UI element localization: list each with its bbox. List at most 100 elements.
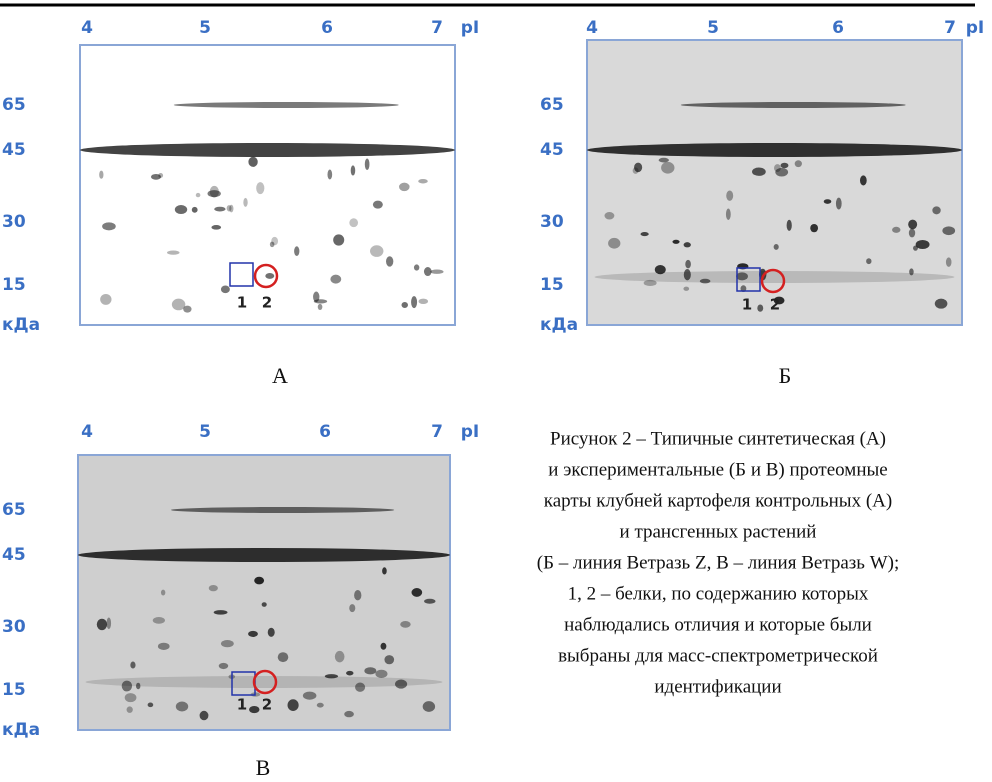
spot (126, 706, 133, 713)
spot (271, 236, 279, 246)
spot (726, 190, 734, 201)
spot (835, 197, 842, 210)
caption-line: наблюдались отличия и которые были (564, 614, 872, 635)
spot (364, 667, 377, 675)
spot (736, 272, 748, 281)
spot (382, 567, 387, 575)
x-axis-label: 6 (832, 18, 844, 38)
spot (157, 642, 170, 650)
y-axis-label: 65 (2, 500, 26, 520)
spot (229, 204, 234, 213)
spot (683, 269, 691, 281)
caption-line: выбраны для масс-спектрометрической (558, 645, 878, 666)
spot (699, 278, 711, 284)
spot (773, 243, 779, 250)
spot (866, 258, 872, 265)
spot (418, 179, 428, 184)
caption-line: идентификации (654, 676, 781, 697)
band (85, 676, 443, 688)
spot (220, 640, 234, 648)
spot-box (229, 262, 254, 287)
spot (859, 175, 867, 186)
spot (100, 293, 112, 305)
x-axis-label: 7 (944, 18, 956, 38)
spot (171, 298, 186, 311)
y-axis-unit: кДа (2, 315, 40, 335)
spot (175, 701, 189, 712)
caption-line: 1, 2 – белки, по содержанию которых (568, 583, 869, 604)
spot (249, 706, 260, 714)
spot (96, 618, 108, 631)
y-axis-label: 45 (2, 140, 26, 160)
band (680, 102, 906, 108)
spot (355, 682, 366, 692)
gel-image (79, 44, 456, 326)
spot (350, 165, 356, 176)
panel-letter: В (256, 755, 271, 780)
gel-panel (77, 454, 451, 731)
spot (147, 702, 154, 708)
panel-letter: А (272, 363, 288, 388)
spot (334, 650, 345, 663)
spot (654, 264, 666, 275)
spot (248, 630, 258, 637)
y-axis-label: 15 (2, 275, 26, 295)
spot (195, 192, 201, 198)
spot (683, 242, 691, 248)
spot (794, 160, 802, 168)
spot (191, 206, 198, 213)
spot (333, 234, 345, 246)
spot (752, 167, 766, 176)
spot (130, 661, 136, 669)
spot (757, 304, 764, 312)
spot (354, 589, 362, 601)
spot (634, 162, 643, 173)
y-axis-label: 65 (540, 95, 564, 115)
spot (313, 299, 328, 304)
x-axis-label: 6 (319, 422, 331, 442)
spot (136, 682, 141, 690)
spot (349, 218, 359, 228)
x-axis-label: 6 (321, 18, 333, 38)
spot (892, 226, 901, 233)
spot (218, 662, 229, 670)
spot (411, 588, 423, 597)
band (80, 143, 455, 157)
caption-line: и трансгенных растений (620, 521, 817, 542)
spot-label: 1 (237, 696, 247, 714)
spot (422, 701, 436, 712)
y-axis-unit: кДа (540, 315, 578, 335)
x-axis-label: 5 (707, 18, 719, 38)
spot-circle (253, 263, 279, 289)
spot-label: 2 (262, 294, 272, 312)
y-axis-label: 15 (540, 275, 564, 295)
spot-label: 1 (237, 294, 247, 312)
spot (208, 584, 218, 592)
y-axis-label: 65 (2, 95, 26, 115)
spot (810, 223, 819, 233)
spot (121, 680, 133, 692)
y-axis-label: 30 (540, 212, 564, 232)
spot (370, 245, 384, 257)
spot (418, 298, 429, 305)
spot (243, 197, 248, 207)
spot (400, 621, 411, 628)
gel-panel (586, 39, 963, 326)
y-axis-label: 30 (2, 617, 26, 637)
gel-panel (79, 44, 456, 326)
spot (685, 259, 691, 269)
spot (364, 158, 370, 171)
spot (287, 699, 299, 712)
spot (211, 225, 222, 230)
spot (375, 669, 388, 678)
spot (658, 157, 669, 163)
panel-letter: Б (779, 363, 792, 388)
spot (256, 182, 265, 195)
spot (327, 169, 333, 180)
spot (773, 296, 785, 305)
spot (604, 212, 615, 220)
spot (324, 674, 339, 679)
spot (167, 250, 180, 255)
spot (380, 642, 387, 650)
spot-label: 1 (742, 296, 752, 314)
